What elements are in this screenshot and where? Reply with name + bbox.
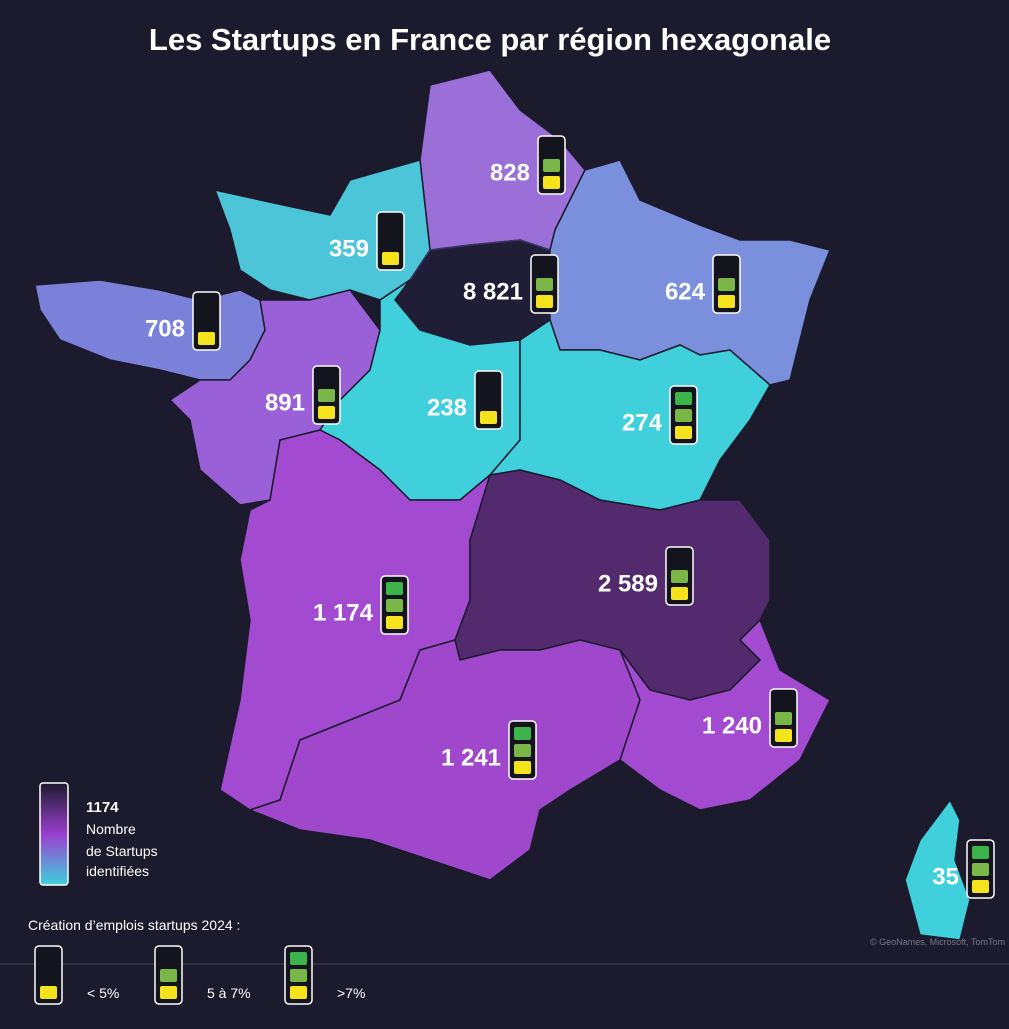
job-bar [386,582,403,595]
legend-value: 1174 [86,799,119,816]
region-shape [619,618,831,811]
job-bar [290,986,307,999]
job-bar [318,389,335,402]
region-value: 359 [329,235,369,262]
job-bar [675,392,692,405]
job-bar [775,712,792,725]
region-shapes [34,69,971,941]
region-value: 708 [145,315,185,342]
job-bar [775,729,792,742]
job-bar [514,727,531,740]
job-bar [718,278,735,291]
job-bar [972,846,989,859]
job-bar [543,176,560,189]
job-bar [671,570,688,583]
job-bar [972,880,989,893]
job-bar [40,986,57,999]
legend-text: identifiées [86,863,149,879]
job-bar [536,278,553,291]
region-value: 1 241 [441,744,501,771]
job-bar [480,411,497,424]
job-bar [514,761,531,774]
legend-label: 5 à 7% [207,985,251,1001]
job-bar [382,252,399,265]
region-value: 828 [490,159,530,186]
region-value: 2 589 [598,570,658,597]
job-bar [671,587,688,600]
region-value: 238 [427,394,467,421]
legend-text: Nombre [86,821,136,837]
legend-label: < 5% [87,985,119,1001]
region-value: 1 174 [313,599,374,626]
region-shape [904,798,971,941]
job-bar [718,295,735,308]
job-bar [160,986,177,999]
color-scale [39,782,69,886]
job-bar [543,159,560,172]
legend-label: >7% [337,985,365,1001]
job-bar [675,409,692,422]
job-bar [198,332,215,345]
attribution: © GeoNames, Microsoft, TomTom [870,937,1005,947]
region-value: 8 821 [463,278,523,305]
job-bar [514,744,531,757]
legend-text: de Startups [86,843,158,859]
region-value: 891 [265,389,305,416]
job-bar [290,952,307,965]
region-value: 624 [665,278,706,305]
title: Les Startups en France par région hexago… [149,22,831,57]
job-bar [536,295,553,308]
region-value: 274 [622,409,663,436]
job-bar [675,426,692,439]
region-value: 1 240 [702,712,762,739]
region-value: 35 [932,863,959,890]
job-bar [160,969,177,982]
job-bar [386,616,403,629]
job-bar [290,969,307,982]
job-bar [386,599,403,612]
job-bar [318,406,335,419]
region-shape [168,289,381,506]
legend-title: Création d’emplois startups 2024 : [28,917,240,933]
job-bar [972,863,989,876]
